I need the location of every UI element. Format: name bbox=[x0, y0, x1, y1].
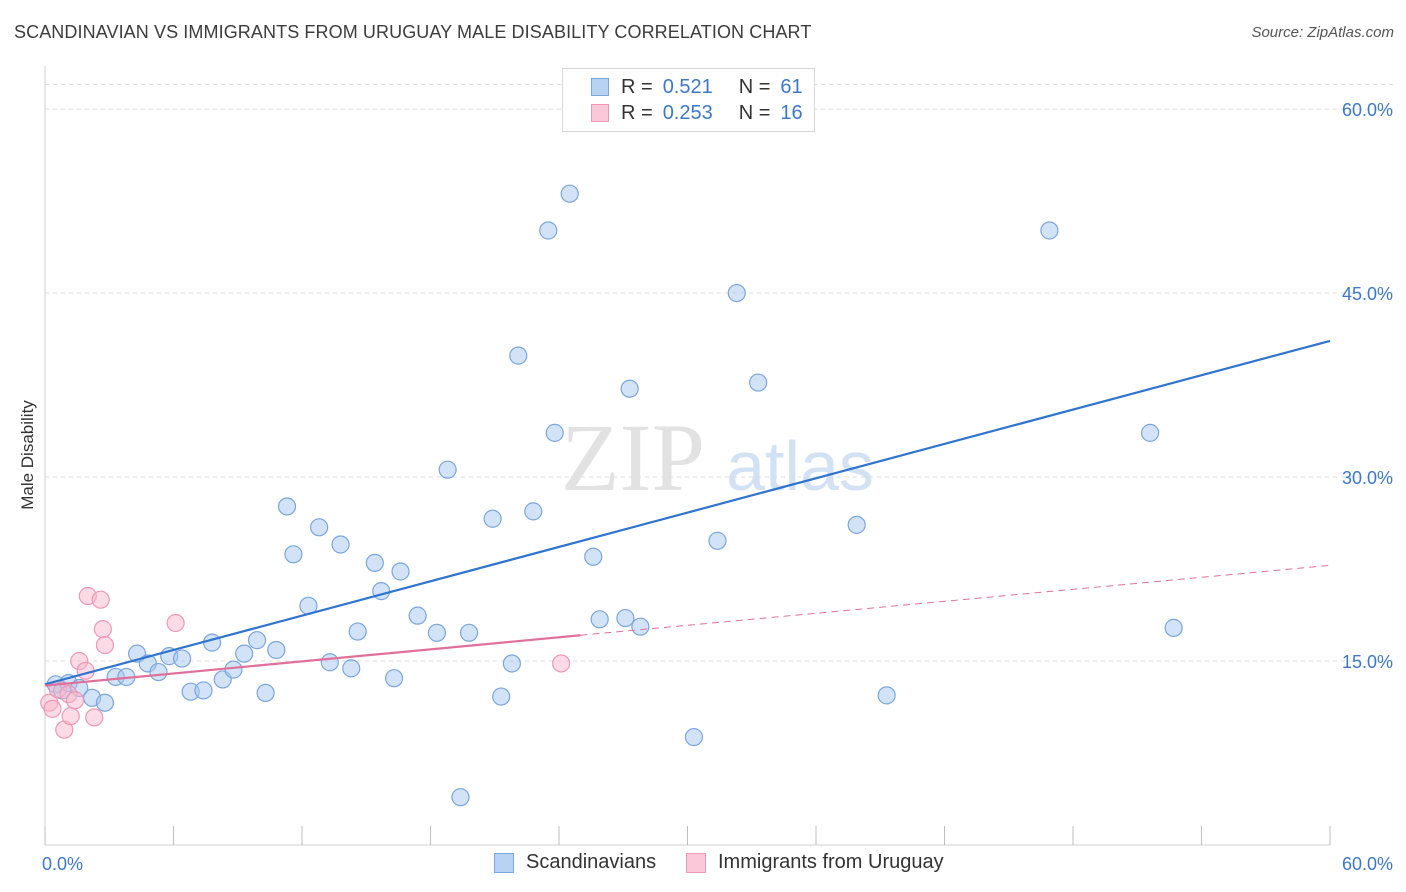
point-scandinavians bbox=[459, 623, 479, 642]
legend-r-label: R = bbox=[621, 101, 653, 124]
point-uruguay bbox=[552, 654, 571, 673]
point-scandinavians bbox=[560, 184, 579, 203]
point-uruguay bbox=[85, 708, 104, 727]
trend-line-uruguay-extrapolated bbox=[580, 564, 1331, 636]
point-scandinavians bbox=[267, 640, 286, 660]
y-tick-label: 15.0% bbox=[1342, 652, 1393, 672]
point-scandinavians bbox=[451, 788, 470, 807]
point-scandinavians bbox=[1140, 423, 1160, 442]
legend-label-uruguay: Immigrants from Uruguay bbox=[718, 851, 944, 873]
point-scandinavians bbox=[584, 547, 603, 566]
point-scandinavians bbox=[1040, 221, 1059, 240]
point-scandinavians bbox=[235, 644, 254, 663]
correlation-legend: R = 0.521 N = 61 R = 0.253 N = 16 bbox=[562, 68, 815, 132]
legend-item-uruguay: Immigrants from Uruguay bbox=[686, 851, 944, 874]
point-scandinavians bbox=[331, 535, 350, 554]
point-scandinavians bbox=[247, 631, 267, 650]
point-scandinavians bbox=[545, 423, 564, 442]
point-scandinavians bbox=[427, 623, 447, 642]
point-scandinavians bbox=[631, 617, 650, 636]
point-scandinavians bbox=[277, 497, 297, 516]
legend-item-scandinavians: Scandinavians bbox=[494, 851, 656, 874]
point-scandinavians bbox=[708, 531, 727, 550]
point-scandinavians bbox=[684, 727, 704, 747]
point-scandinavians bbox=[749, 373, 768, 392]
legend-swatch-uruguay bbox=[686, 852, 706, 873]
trend-line-scandinavians bbox=[44, 339, 1331, 686]
point-scandinavians bbox=[483, 509, 502, 528]
point-scandinavians bbox=[256, 683, 275, 703]
point-scandinavians bbox=[620, 379, 639, 398]
point-scandinavians bbox=[492, 687, 511, 706]
point-scandinavians bbox=[847, 515, 866, 534]
trend-line-uruguay bbox=[44, 634, 581, 687]
series-legend: Scandinavians Immigrants from Uruguay bbox=[0, 851, 1406, 879]
series-scandinavians bbox=[46, 184, 1183, 807]
point-uruguay bbox=[65, 691, 85, 710]
point-scandinavians bbox=[365, 553, 384, 572]
point-scandinavians bbox=[310, 518, 329, 537]
x-tick-labels: 0.0% 60.0% bbox=[42, 854, 1393, 874]
point-uruguay bbox=[43, 699, 62, 718]
point-scandinavians bbox=[590, 610, 609, 629]
y-tick-labels: 15.0% 30.0% 45.0% 60.0% bbox=[1342, 100, 1393, 672]
legend-r-label: R = bbox=[621, 75, 653, 98]
point-scandinavians bbox=[509, 346, 528, 365]
legend-r-value: 0.521 bbox=[662, 75, 713, 98]
legend-n-label: N = bbox=[738, 101, 771, 124]
chart-title: SCANDINAVIAN VS IMMIGRANTS FROM URUGUAY … bbox=[14, 22, 812, 42]
point-scandinavians bbox=[172, 649, 192, 668]
legend-n-value: 16 bbox=[780, 101, 803, 124]
point-uruguay bbox=[91, 590, 110, 609]
legend-swatch-pink bbox=[591, 104, 609, 122]
legend-label-scandinavians: Scandinavians bbox=[526, 851, 657, 873]
point-scandinavians bbox=[224, 660, 243, 679]
watermark-atlas: atlas bbox=[726, 427, 874, 505]
legend-n-value: 61 bbox=[780, 75, 803, 98]
legend-r-value: 0.253 bbox=[662, 101, 713, 124]
point-scandinavians bbox=[194, 681, 213, 700]
legend-n-label: N = bbox=[738, 75, 771, 98]
point-scandinavians bbox=[348, 622, 367, 641]
point-uruguay bbox=[93, 620, 112, 639]
source-label: Source: ZipAtlas.com bbox=[1251, 24, 1394, 41]
point-scandinavians bbox=[877, 686, 896, 705]
point-scandinavians bbox=[95, 693, 115, 712]
point-scandinavians bbox=[524, 502, 543, 521]
legend-swatch-blue bbox=[591, 78, 609, 96]
x-tick-label: 60.0% bbox=[1342, 854, 1393, 874]
point-scandinavians bbox=[1164, 618, 1183, 637]
y-tick-label: 60.0% bbox=[1342, 100, 1393, 120]
point-uruguay bbox=[95, 635, 115, 655]
point-scandinavians bbox=[438, 460, 457, 479]
point-scandinavians bbox=[284, 545, 303, 564]
watermark-zip: ZIP bbox=[561, 404, 705, 511]
grid-lines bbox=[45, 84, 1395, 662]
point-uruguay bbox=[61, 707, 80, 726]
point-scandinavians bbox=[539, 221, 558, 240]
point-scandinavians bbox=[408, 606, 427, 625]
trend-lines bbox=[44, 339, 1331, 687]
watermark: ZIP atlas bbox=[561, 404, 874, 511]
point-scandinavians bbox=[342, 659, 361, 678]
series-uruguay bbox=[40, 586, 571, 739]
y-tick-label: 45.0% bbox=[1342, 284, 1393, 304]
point-scandinavians bbox=[202, 633, 222, 652]
point-scandinavians bbox=[149, 662, 168, 682]
point-scandinavians bbox=[502, 654, 521, 673]
point-scandinavians bbox=[727, 283, 746, 303]
point-scandinavians bbox=[391, 562, 410, 581]
legend-swatch-scandinavians bbox=[494, 852, 514, 873]
point-scandinavians bbox=[320, 653, 339, 672]
point-uruguay bbox=[166, 613, 185, 633]
y-tick-label: 30.0% bbox=[1342, 468, 1393, 488]
legend-row-scandinavians: R = 0.521 N = 61 bbox=[563, 74, 803, 100]
point-scandinavians bbox=[616, 608, 635, 628]
legend-row-uruguay: R = 0.253 N = 16 bbox=[563, 100, 803, 126]
axes bbox=[44, 66, 1331, 846]
point-scandinavians bbox=[384, 669, 404, 688]
x-tick-label: 0.0% bbox=[42, 854, 83, 874]
